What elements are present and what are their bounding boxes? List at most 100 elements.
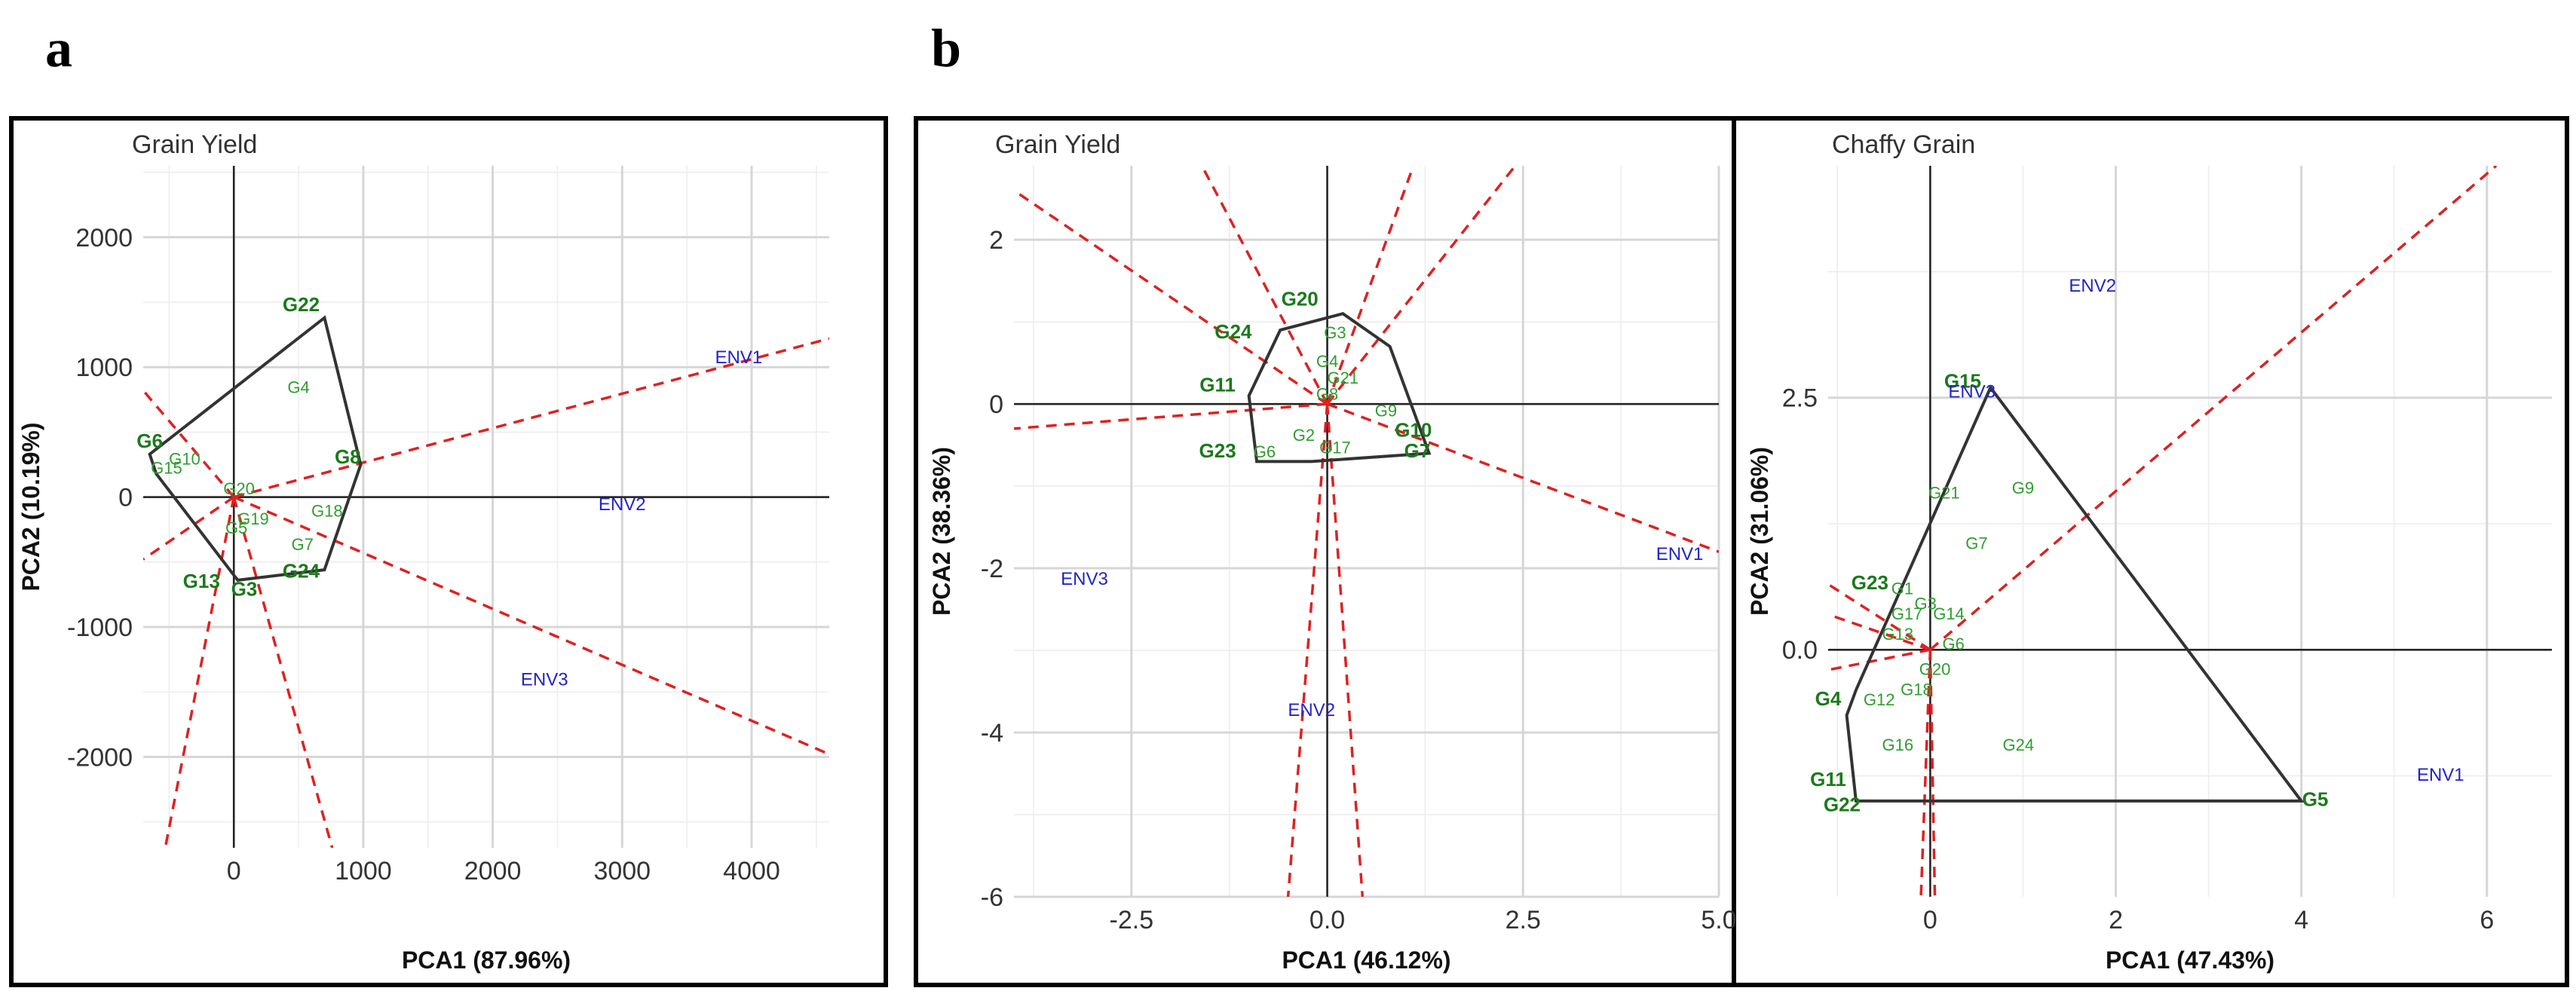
convex-hull	[1845, 384, 2305, 803]
y-tick-label: -2000	[67, 743, 133, 772]
convex-hull	[1247, 312, 1432, 463]
genotype-label: G8	[1316, 385, 1338, 404]
vertex-genotype-label: G23	[1199, 439, 1236, 462]
plot-title: Grain Yield	[132, 130, 257, 159]
vertex-genotype-label: G22	[283, 293, 320, 316]
vertex-genotype-label: G6	[136, 430, 163, 452]
x-tick-label: 2	[2109, 906, 2123, 934]
genotype-label: G10	[169, 449, 201, 468]
genotype-label: G16	[1882, 736, 1914, 754]
x-tick-label: 1000	[335, 857, 392, 885]
panel-a-frame	[9, 116, 888, 987]
x-tick-label: 4	[2294, 906, 2308, 934]
environment-label: ENV3	[1948, 382, 1996, 402]
vertex-genotype-label: G22	[1824, 793, 1861, 815]
vertex-genotype-label: G15	[1944, 369, 1981, 392]
vertex-genotype-label: G11	[1199, 374, 1236, 396]
panel-b-frame	[914, 116, 2569, 987]
y-tick-label: 0	[989, 390, 1003, 419]
genotype-label: G21	[1928, 484, 1960, 503]
sector-ray	[233, 495, 829, 756]
x-tick-label: -2.5	[1110, 906, 1154, 934]
genotype-label: G17	[1891, 604, 1923, 623]
vertex-genotype-label: G10	[1395, 419, 1432, 442]
genotype-label: G1	[1891, 580, 1913, 598]
x-axis-title: PCA1 (87.96%)	[402, 947, 571, 974]
ray-group	[143, 337, 829, 848]
sector-ray	[1326, 166, 1517, 405]
genotype-label: G18	[1901, 680, 1932, 699]
y-tick-label: 2000	[75, 224, 133, 252]
genotype-label: G9	[2012, 479, 2034, 497]
sector-ray	[1828, 583, 1931, 651]
ray-group	[1828, 166, 2498, 897]
sector-ray	[233, 337, 829, 499]
genotype-label: G14	[1933, 604, 1965, 623]
sector-ray	[1325, 166, 1415, 405]
vertex-genotype-label: G11	[1810, 768, 1846, 791]
x-tick-label: 4000	[723, 857, 780, 885]
vertex-genotype-label: G24	[1214, 320, 1252, 343]
genotype-label: G7	[1965, 534, 1987, 552]
y-tick-label: 2.5	[1782, 384, 1818, 413]
environment-label: ENV3	[1061, 569, 1108, 589]
genotype-label: G2	[1293, 426, 1315, 445]
genotype-label: G15	[151, 459, 182, 478]
y-tick-label: 1000	[75, 353, 133, 382]
x-axis-title: PCA1 (46.12%)	[1282, 947, 1450, 974]
y-tick-label: 2	[989, 226, 1003, 255]
vertex-genotype-label: G4	[1815, 687, 1842, 710]
genotype-label: G5	[225, 518, 247, 537]
genotype-label: G3	[1324, 323, 1346, 342]
genotype-label: G13	[1882, 625, 1914, 644]
y-axis-title: PCA2 (38.36%)	[928, 447, 955, 616]
genotype-label: G4	[1316, 352, 1338, 371]
y-tick-label: 0	[118, 484, 133, 512]
sector-ray	[1325, 403, 1365, 897]
panel-label-a: a	[45, 18, 72, 78]
environment-label: ENV3	[521, 670, 568, 690]
y-tick-label: -6	[981, 883, 1003, 912]
genotype-label: G19	[237, 509, 269, 528]
sector-ray	[1014, 189, 1328, 405]
genotype-label: G21	[1328, 369, 1359, 387]
plot-title: Chaffy Grain	[1832, 130, 1975, 159]
sector-ray	[143, 390, 235, 498]
genotype-label: G7	[292, 535, 314, 554]
x-tick-label: 3000	[593, 857, 651, 885]
environment-label: ENV1	[715, 347, 762, 368]
sector-ray	[1286, 403, 1329, 897]
x-tick-label: 2.5	[1505, 906, 1541, 934]
ray-group	[1014, 166, 1719, 897]
genotype-label: G3	[1915, 595, 1937, 613]
sector-ray	[1919, 650, 1932, 897]
genotype-label: G20	[223, 479, 255, 498]
chart-grain-yield-a: 0 1000 2000 3000 4000 -2000 -1000 0 1000 2000 G4 G1…	[17, 130, 829, 974]
genotype-label: G17	[1319, 438, 1351, 457]
genotype-label: G24	[2003, 736, 2035, 754]
genotype-label: G6	[1254, 442, 1276, 461]
y-tick-label: -4	[981, 719, 1003, 748]
sector-ray	[143, 496, 235, 561]
environment-label: ENV2	[1288, 700, 1335, 720]
vertex-genotype-label: G5	[2302, 788, 2329, 811]
genotype-label: G18	[311, 501, 343, 520]
x-tick-label: 2000	[464, 857, 522, 885]
environment-label: ENV1	[1656, 544, 1704, 564]
plot-title: Grain Yield	[995, 130, 1120, 159]
vertex-genotype-label: G3	[231, 578, 258, 601]
vertex-genotype-label: G13	[183, 570, 220, 592]
x-tick-label: 5.0	[1701, 906, 1736, 934]
sector-ray	[1828, 648, 1931, 671]
vertex-genotype-label: G8	[335, 445, 361, 468]
genotype-label: G6	[1942, 635, 1964, 653]
x-tick-label: 0.0	[1309, 906, 1345, 934]
sector-ray	[1928, 650, 1937, 897]
y-axis-title: PCA2 (10.19%)	[17, 422, 44, 591]
environment-label: ENV2	[2069, 276, 2116, 296]
genotype-label: G20	[1919, 660, 1951, 679]
vertex-genotype-label: G20	[1282, 287, 1319, 310]
